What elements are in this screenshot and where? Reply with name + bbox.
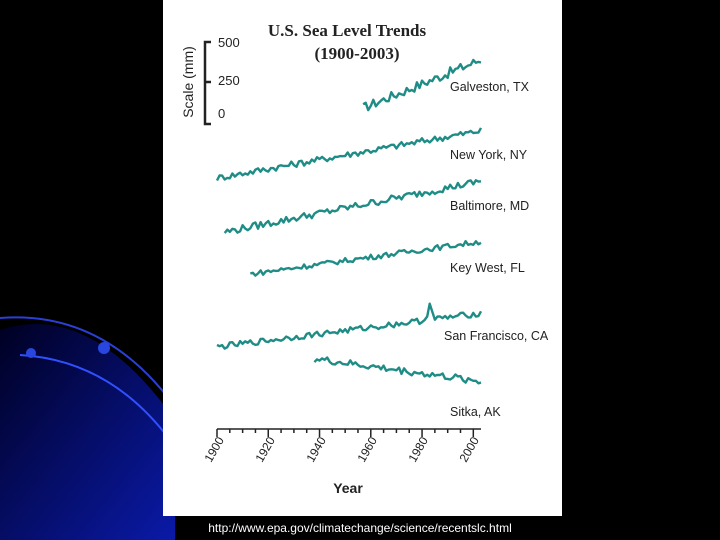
series-line-san-francisco-ca <box>216 302 483 350</box>
x-tick-1920: 1920 <box>252 434 278 464</box>
swoosh-line-1 <box>0 316 171 401</box>
source-url[interactable]: http://www.epa.gov/climatechange/science… <box>208 521 512 535</box>
label-san-francisco: San Francisco, CA <box>444 329 549 343</box>
scale-axis-label: Scale (mm) <box>180 46 196 118</box>
series-line-baltimore-md <box>223 179 482 234</box>
label-key-west: Key West, FL <box>450 261 525 275</box>
blue-swoosh <box>0 324 175 540</box>
series-line-new-york-ny <box>215 127 483 182</box>
swoosh-line-2 <box>19 354 171 441</box>
scale-tick-0: 0 <box>218 106 225 121</box>
label-sitka: Sitka, AK <box>450 405 501 419</box>
chart-title: U.S. Sea Level Trends <box>268 21 427 40</box>
swoosh-dot-1 <box>26 348 36 358</box>
x-minor-ticks <box>216 429 475 437</box>
label-new-york: New York, NY <box>450 148 528 162</box>
swoosh-dot-2 <box>98 342 110 354</box>
label-galveston: Galveston, TX <box>450 80 530 94</box>
chart-subtitle: (1900-2003) <box>315 44 400 63</box>
x-tick-2000: 2000 <box>456 434 482 464</box>
x-tick-1960: 1960 <box>354 434 380 464</box>
x-axis-title: Year <box>333 480 363 496</box>
scale-tick-500: 500 <box>218 35 240 50</box>
x-tick-1900: 1900 <box>201 434 227 464</box>
scale-tick-250: 250 <box>218 73 240 88</box>
x-tick-1980: 1980 <box>405 434 431 464</box>
x-tick-1940: 1940 <box>303 434 329 464</box>
label-baltimore: Baltimore, MD <box>450 199 529 213</box>
sea-level-chart: U.S. Sea Level Trends (1900-2003) Scale … <box>180 21 549 496</box>
chart-panel: U.S. Sea Level Trends (1900-2003) Scale … <box>163 0 562 516</box>
scale-bar <box>203 40 211 126</box>
series-layer <box>215 58 483 385</box>
series-line-sitka-ak <box>313 356 482 385</box>
series-line-galveston-tx <box>362 58 482 112</box>
series-line-key-west-fl <box>249 239 482 277</box>
